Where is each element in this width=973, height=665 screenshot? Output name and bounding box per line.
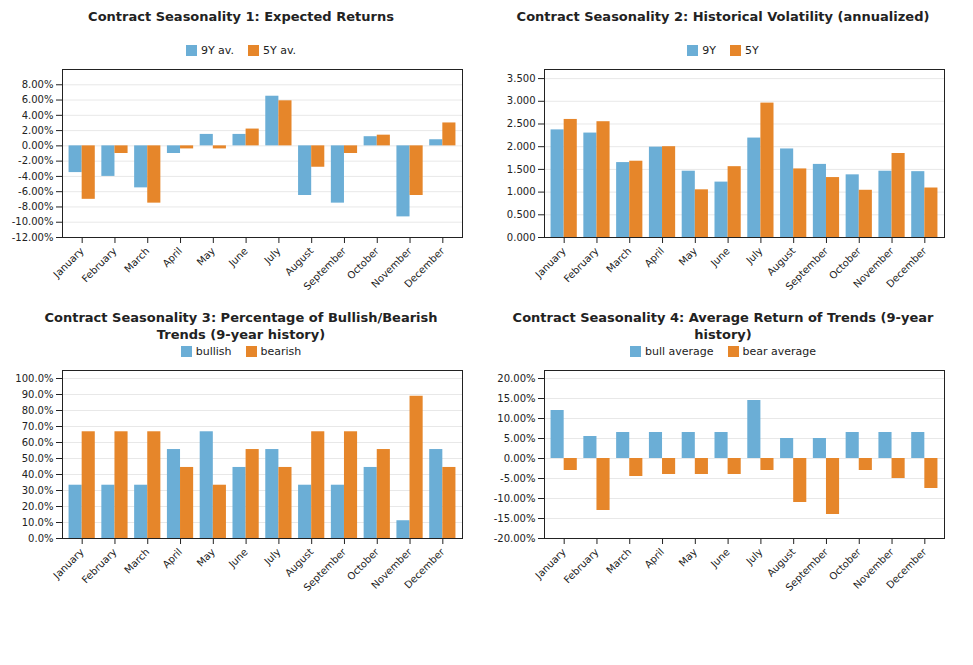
svg-text:April: April	[642, 245, 666, 269]
svg-text:September: September	[301, 245, 348, 292]
html-text:9Y av.: 9Y av.	[200, 44, 234, 57]
svg-text:0.00%: 0.00%	[504, 453, 536, 464]
html-text:bull average: bull average	[644, 345, 714, 358]
svg-text:May: May	[677, 245, 699, 267]
svg-text:8.00%: 8.00%	[22, 79, 54, 90]
html-text:5Y: 5Y	[745, 44, 759, 57]
svg-text:February: February	[80, 546, 119, 585]
svg-text:0.000: 0.000	[507, 232, 536, 243]
svg-text:60.0%: 60.0%	[22, 437, 54, 448]
svg-text:-8.00%: -8.00%	[18, 201, 53, 212]
svg-text:2.000: 2.000	[507, 141, 536, 152]
svg-text:-2.00%: -2.00%	[18, 155, 53, 166]
html-text:bearish: bearish	[260, 345, 302, 358]
svg-text:50.0%: 50.0%	[22, 453, 54, 464]
svg-text:June: June	[708, 546, 732, 570]
svg-text:October: October	[344, 546, 381, 583]
svg-text:January: January	[533, 546, 568, 581]
svg-text:-20.00%: -20.00%	[494, 533, 536, 544]
svg-text:3.000: 3.000	[507, 95, 536, 106]
svg-text:-10.00%: -10.00%	[12, 216, 54, 227]
svg-text:1.500: 1.500	[507, 164, 536, 175]
svg-text:0.500: 0.500	[507, 209, 536, 220]
svg-text:June: June	[708, 245, 732, 269]
svg-text:6.00%: 6.00%	[22, 94, 54, 105]
svg-text:April: April	[642, 546, 666, 570]
svg-text:May: May	[195, 546, 217, 568]
svg-text:4.00%: 4.00%	[22, 110, 54, 121]
svg-text:70.0%: 70.0%	[22, 421, 54, 432]
svg-text:April: April	[160, 245, 184, 269]
svg-text:October: October	[344, 245, 381, 282]
svg-text:0.0%: 0.0%	[28, 533, 53, 544]
svg-text:May: May	[677, 546, 699, 568]
svg-text:0.00%: 0.00%	[22, 140, 54, 151]
svg-text:July: July	[261, 245, 282, 266]
svg-text:January: January	[51, 245, 86, 280]
svg-text:August: August	[283, 546, 316, 579]
html-text:bear average: bear average	[742, 345, 817, 358]
svg-text:September: September	[301, 546, 348, 593]
svg-text:2.00%: 2.00%	[22, 125, 54, 136]
svg-text:January: January	[51, 546, 86, 581]
svg-text:-6.00%: -6.00%	[18, 186, 53, 197]
svg-text:-4.00%: -4.00%	[18, 171, 53, 182]
svg-text:80.0%: 80.0%	[22, 405, 54, 416]
svg-text:December: December	[402, 245, 447, 290]
svg-text:March: March	[604, 245, 633, 274]
svg-text:November: November	[851, 245, 896, 290]
svg-text:September: September	[783, 546, 830, 593]
html-text:5Y av.: 5Y av.	[263, 44, 297, 57]
svg-text:3.500: 3.500	[507, 73, 536, 84]
html-text:bullish: bullish	[195, 345, 232, 358]
svg-text:10.00%: 10.00%	[497, 413, 535, 424]
svg-text:February: February	[562, 546, 601, 585]
html-text:Contract Seasonality 1: Expect: Contract Seasonality 1: Expected Returns	[88, 9, 394, 24]
svg-text:30.0%: 30.0%	[22, 485, 54, 496]
svg-text:1.000: 1.000	[507, 186, 536, 197]
svg-text:90.0%: 90.0%	[22, 389, 54, 400]
svg-text:December: December	[884, 245, 929, 290]
svg-text:November: November	[851, 546, 896, 591]
svg-text:-10.00%: -10.00%	[494, 493, 536, 504]
svg-text:January: January	[533, 245, 568, 280]
svg-text:10.0%: 10.0%	[22, 517, 54, 528]
svg-text:March: March	[122, 245, 151, 274]
svg-text:September: September	[783, 245, 830, 292]
html-text:Contract Seasonality 4: Averag: Contract Seasonality 4: Average Return o…	[512, 310, 934, 342]
svg-text:June: June	[226, 245, 250, 269]
html-text:Contract Seasonality 2: Histor: Contract Seasonality 2: Historical Volat…	[516, 9, 930, 24]
svg-text:40.0%: 40.0%	[22, 469, 54, 480]
svg-text:-15.00%: -15.00%	[494, 513, 536, 524]
svg-text:August: August	[765, 546, 798, 579]
html-text:Contract Seasonality 3: Percen: Contract Seasonality 3: Percentage of Bu…	[44, 310, 438, 342]
svg-text:July: July	[743, 546, 764, 567]
svg-text:March: March	[122, 546, 151, 575]
svg-text:December: December	[402, 546, 447, 591]
html-text:9Y: 9Y	[702, 44, 716, 57]
svg-text:August: August	[283, 245, 316, 278]
svg-text:April: April	[160, 546, 184, 570]
svg-text:November: November	[369, 546, 414, 591]
svg-text:October: October	[826, 245, 863, 282]
svg-text:February: February	[562, 245, 601, 284]
svg-text:March: March	[604, 546, 633, 575]
svg-text:December: December	[884, 546, 929, 591]
svg-text:June: June	[226, 546, 250, 570]
svg-text:-5.00%: -5.00%	[500, 473, 535, 484]
svg-text:July: July	[261, 546, 282, 567]
svg-text:2.500: 2.500	[507, 118, 536, 129]
svg-text:August: August	[765, 245, 798, 278]
svg-text:100.0%: 100.0%	[15, 373, 53, 384]
svg-text:July: July	[743, 245, 764, 266]
svg-text:November: November	[369, 245, 414, 290]
svg-text:15.00%: 15.00%	[497, 393, 535, 404]
svg-text:October: October	[826, 546, 863, 583]
svg-text:May: May	[195, 245, 217, 267]
svg-text:5.00%: 5.00%	[504, 433, 536, 444]
svg-text:20.0%: 20.0%	[22, 501, 54, 512]
svg-text:-12.00%: -12.00%	[12, 232, 54, 243]
svg-text:20.00%: 20.00%	[497, 373, 535, 384]
svg-text:February: February	[80, 245, 119, 284]
